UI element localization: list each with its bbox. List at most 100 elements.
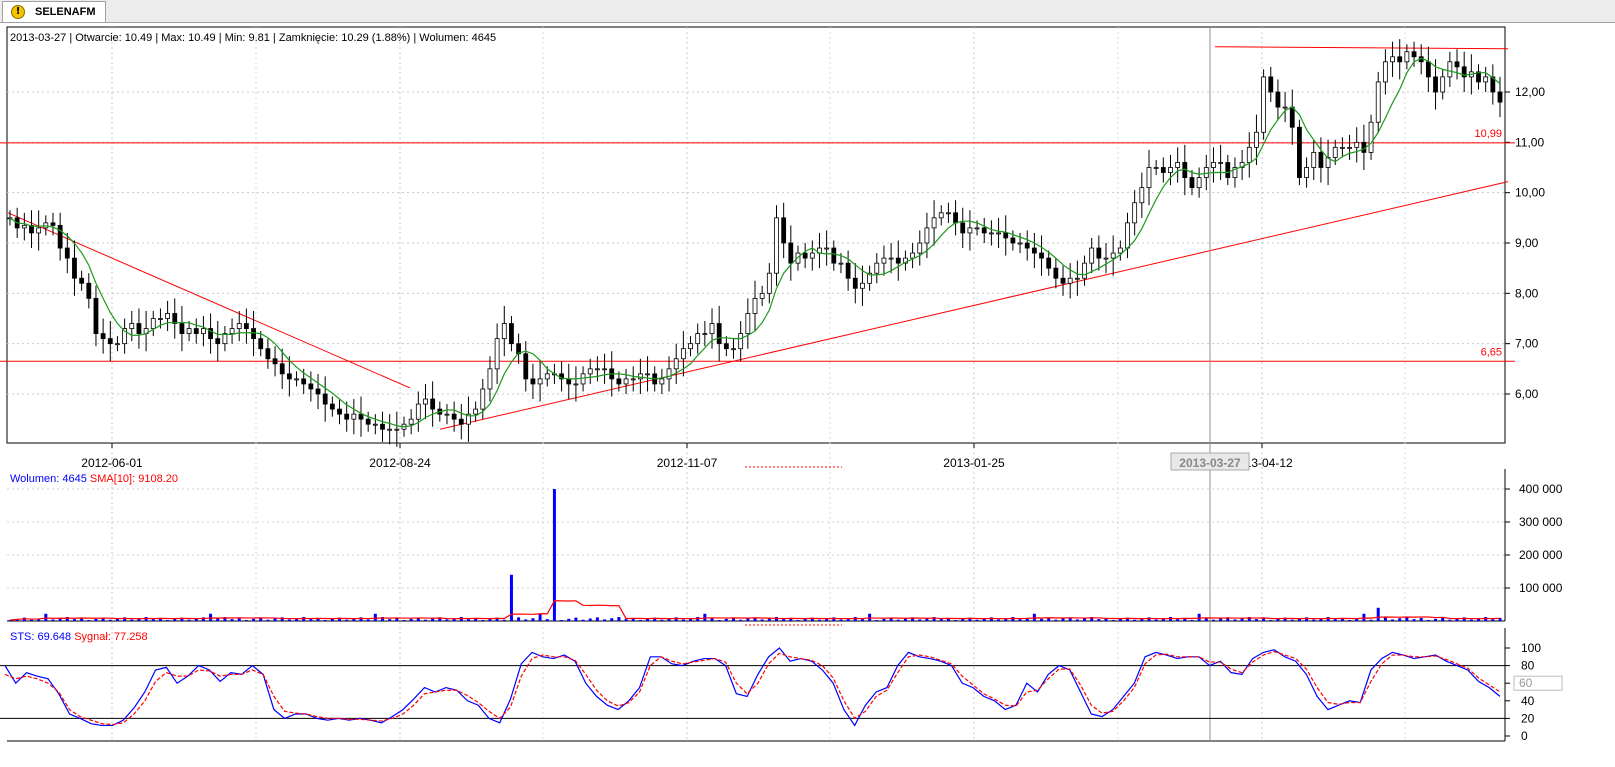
candle-body [645, 373, 650, 376]
stochastic-y-label: 80 [1521, 659, 1535, 673]
volume-bar [1083, 618, 1087, 621]
volume-bar [151, 619, 155, 621]
volume-bar [1190, 620, 1194, 621]
candle-body [1232, 167, 1238, 178]
candle-body [1289, 106, 1295, 128]
x-tick-label: 2012-06-01 [81, 456, 143, 470]
candle-body [501, 323, 507, 340]
candle-body [702, 333, 708, 336]
candle-body [315, 388, 321, 395]
volume-y-label: 400 000 [1519, 482, 1563, 496]
volume-bar [1441, 617, 1445, 621]
volume-bar [187, 619, 191, 621]
candle-body [960, 222, 966, 234]
volume-bar [810, 617, 814, 621]
candle-body [1261, 76, 1267, 133]
volume-bar [889, 617, 893, 621]
candle-body [186, 328, 192, 335]
volume-bar [44, 613, 48, 621]
cursor-date-box [1170, 452, 1250, 471]
volume-bar [137, 618, 141, 621]
volume-bar [1426, 620, 1430, 621]
volume-bar [1383, 617, 1387, 621]
volume-sma-line [9, 600, 1501, 621]
volume-bar [638, 620, 642, 621]
candle-body [158, 318, 163, 320]
volume-bar [1204, 617, 1208, 621]
candle-body [838, 262, 844, 265]
candle-body [544, 373, 550, 380]
candle-body [573, 383, 579, 386]
volume-bar [1018, 619, 1022, 621]
volume-bar [1126, 617, 1129, 621]
candle-body [122, 328, 128, 345]
volume-bar [416, 617, 420, 621]
volume-bar [896, 619, 900, 621]
volume-bar [1477, 618, 1481, 621]
volume-bar [524, 619, 528, 621]
volume-bar [517, 617, 521, 621]
volume-bar [1348, 620, 1352, 621]
candle-body [258, 338, 264, 350]
candle-body [716, 323, 722, 345]
candle-body [580, 373, 586, 385]
candle-body [616, 378, 622, 385]
candle-body [895, 257, 901, 264]
volume-bar [244, 620, 248, 621]
volume-bar [309, 619, 313, 621]
stochastic-y-label: 0 [1521, 729, 1528, 743]
candle-body [845, 262, 851, 279]
level-label: 6,65 [1481, 346, 1502, 358]
candle-body [208, 328, 213, 340]
candle-body [852, 277, 858, 289]
candle-body [602, 368, 607, 371]
candle-body [745, 313, 751, 335]
candle-body [888, 257, 894, 260]
stochastic-value-box [1513, 675, 1563, 691]
volume-bar [481, 620, 485, 621]
volume-bar [366, 619, 370, 621]
volume-label: Wolumen: 4645 [10, 473, 87, 485]
volume-bar [1154, 619, 1158, 621]
volume-bar [939, 619, 943, 621]
candle-body [408, 418, 414, 425]
candle-body [50, 222, 56, 226]
tab-selenafm[interactable]: ! SELENAFM [2, 1, 106, 22]
volume-bar [1362, 613, 1366, 621]
volume-bar [595, 617, 599, 621]
sts-label: STS: 69.648 [10, 631, 72, 643]
candle-body [695, 333, 701, 345]
candle-body [107, 338, 113, 345]
volume-bar [8, 620, 12, 621]
volume-bar [545, 619, 549, 621]
candle-body [809, 252, 815, 259]
volume-bar [1075, 619, 1079, 621]
tab-label: SELENAFM [35, 6, 96, 18]
volume-bar [502, 619, 506, 621]
stochastic-legend: STS: 69.648 Sygnał: 77.258 [10, 631, 148, 643]
volume-bar [882, 618, 886, 621]
price-panel-frame [6, 26, 1506, 444]
volume-bar [1061, 618, 1065, 621]
y-tick-label: 6,00 [1515, 387, 1539, 401]
volume-bar [1233, 619, 1237, 621]
volume-bar [1226, 617, 1230, 621]
volume-bar [1140, 618, 1144, 621]
candle-body [372, 423, 378, 426]
candle-body [1096, 247, 1102, 259]
volume-bar [1290, 619, 1294, 621]
candle-body [595, 368, 600, 371]
signal-line [4, 650, 1501, 726]
volume-bar [1118, 618, 1122, 621]
volume-bar [825, 618, 829, 621]
candle-body [1146, 167, 1152, 189]
candle-body [1375, 81, 1381, 123]
candle-body [1175, 162, 1181, 168]
candle-body [294, 378, 299, 381]
volume-bar [1312, 619, 1316, 621]
volume-bar [1434, 618, 1438, 621]
candle-body [1425, 61, 1431, 78]
stock-chart[interactable]: 2012-06-01 2012-08-24 2012-11-07 2013-01-25… [0, 23, 1615, 767]
candle-body [709, 323, 715, 334]
candle-body [1254, 131, 1259, 148]
